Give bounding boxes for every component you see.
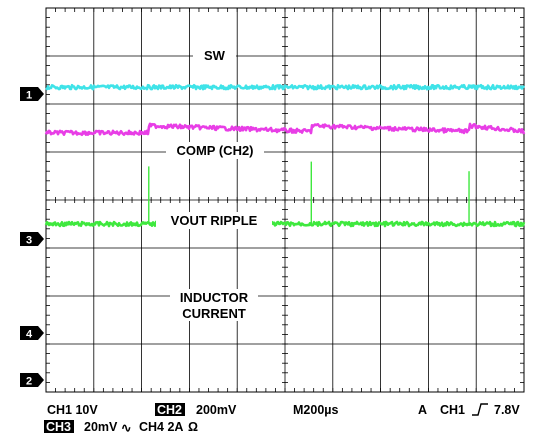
rising-edge-icon xyxy=(472,403,488,416)
ch1-scale: CH1 10V xyxy=(47,403,98,417)
ac-coupling-icon: ∿ xyxy=(121,421,131,435)
scope-traces xyxy=(44,83,526,228)
vout-ripple-label: VOUT RIPPLE xyxy=(156,212,272,229)
scope-readout: CH1 10V CH2 200mV M200µs A CH1 7.8V CH3 … xyxy=(44,403,520,435)
channel-1-marker: 1 xyxy=(20,87,44,102)
svg-text:CURRENT: CURRENT xyxy=(182,306,246,321)
svg-text:INDUCTOR: INDUCTOR xyxy=(180,290,249,305)
trace-2 xyxy=(45,83,526,91)
trace-3 xyxy=(44,122,526,136)
inductor-current-label: INDUCTOR CURRENT xyxy=(170,289,258,321)
comp-label: COMP (CH2) xyxy=(166,142,264,159)
svg-text:4: 4 xyxy=(26,329,33,341)
timebase: M200µs xyxy=(293,403,338,417)
channel-2-marker: 2 xyxy=(20,373,44,388)
scope-grid xyxy=(45,7,525,393)
svg-text:VOUT RIPPLE: VOUT RIPPLE xyxy=(171,213,258,228)
channel-4-marker: 4 xyxy=(20,326,44,341)
svg-text:COMP (CH2): COMP (CH2) xyxy=(176,143,253,158)
svg-text:SW: SW xyxy=(204,48,226,63)
channel-3-marker: 3 xyxy=(20,232,44,247)
trigger-mode: A xyxy=(418,403,427,417)
ch4-scale: CH4 2A xyxy=(139,420,183,434)
ch2-scale: 200mV xyxy=(196,403,237,417)
ch3-tag: CH3 xyxy=(46,420,71,434)
trace-4 xyxy=(44,220,526,228)
ch3-scale: 20mV xyxy=(84,420,118,434)
trigger-source: CH1 xyxy=(440,403,465,417)
svg-text:1: 1 xyxy=(26,90,32,102)
svg-text:3: 3 xyxy=(26,235,32,247)
sw-label: SW xyxy=(193,47,236,64)
trigger-level: 7.8V xyxy=(494,403,520,417)
svg-text:2: 2 xyxy=(26,376,32,388)
ch2-tag: CH2 xyxy=(157,403,182,417)
ch4-impedance: Ω xyxy=(188,420,198,434)
